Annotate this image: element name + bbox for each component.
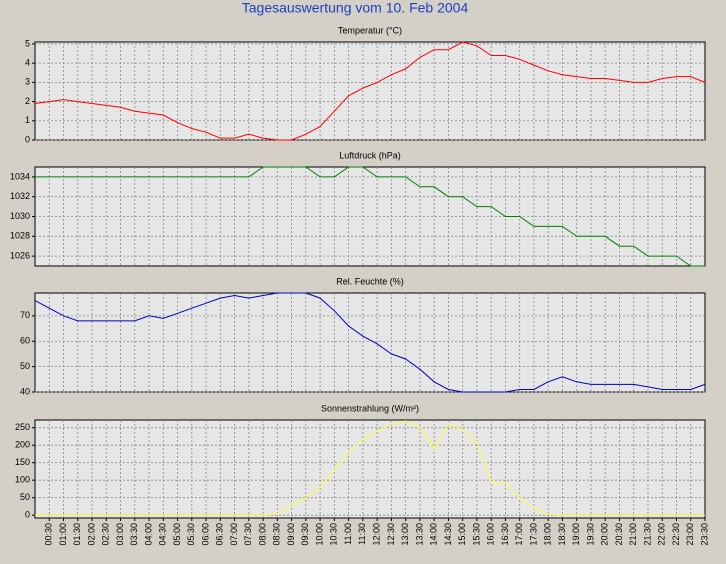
y-tick-label: 3 (25, 77, 30, 87)
x-tick-label: 06:00 (200, 523, 210, 546)
x-tick-label: 06:30 (215, 523, 225, 546)
plot-area (34, 419, 706, 519)
x-tick-label: 13:00 (400, 523, 410, 546)
y-tick-label: 100 (15, 475, 30, 485)
x-tick-label: 20:00 (600, 523, 610, 546)
series-line (35, 420, 705, 516)
x-tick-label: 13:30 (414, 523, 424, 546)
x-tick-label: 01:00 (58, 523, 68, 546)
x-tick-label: 05:00 (172, 523, 182, 546)
y-tick-label: 5 (25, 38, 30, 48)
x-tick-label: 08:00 (257, 523, 267, 546)
chart-title: Temperatur (°C) (338, 25, 402, 35)
y-tick-label: 0 (25, 134, 30, 144)
x-tick-label: 16:30 (500, 523, 510, 546)
chart-title: Luftdruck (hPa) (339, 150, 401, 160)
x-tick-label: 03:00 (115, 523, 125, 546)
x-tick-label: 01:30 (72, 523, 82, 546)
page-title: Tagesauswertung vom 10. Feb 2004 (242, 0, 469, 16)
x-tick-label: 02:30 (101, 523, 111, 546)
x-tick-label: 20:30 (614, 523, 624, 546)
x-tick-label: 12:00 (372, 523, 382, 546)
x-tick-label: 02:00 (86, 523, 96, 546)
plot-area (34, 166, 706, 267)
y-tick-label: 200 (15, 440, 30, 450)
x-tick-label: 17:30 (528, 523, 538, 546)
x-tick-label: 09:00 (286, 523, 296, 546)
x-tick-label: 22:00 (657, 523, 667, 546)
y-tick-label: 150 (15, 457, 30, 467)
series-line (34, 292, 706, 393)
x-tick-label: 11:30 (357, 523, 367, 545)
x-tick-label: 04:30 (158, 523, 168, 546)
x-tick-label: 14:30 (443, 523, 453, 546)
x-tick-label: 07:30 (243, 523, 253, 546)
y-tick-label: 0 (25, 510, 30, 520)
x-tick-label: 23:00 (685, 523, 695, 546)
x-tick-label: 11:00 (343, 523, 353, 545)
y-tick-label: 40 (20, 386, 30, 396)
chart-title: Rel. Feuchte (%) (336, 276, 404, 286)
x-tick-label: 07:00 (229, 523, 239, 546)
x-tick-label: 15:30 (471, 523, 481, 546)
y-tick-label: 4 (25, 58, 30, 68)
y-tick-label: 2 (25, 96, 30, 106)
y-tick-label: 1 (25, 115, 30, 125)
x-tick-label: 17:00 (514, 523, 524, 546)
y-tick-label: 250 (15, 422, 30, 432)
x-tick-label: 12:30 (386, 523, 396, 546)
plot-area (34, 292, 706, 393)
x-tick-label: 18:30 (557, 523, 567, 546)
chart-title: Sonnenstrahlung (W/m²) (321, 403, 419, 413)
x-tick-label: 09:30 (300, 523, 310, 546)
y-tick-label: 1030 (10, 211, 30, 221)
y-tick-label: 1026 (10, 250, 30, 260)
x-tick-label: 04:00 (143, 523, 153, 546)
y-tick-label: 1032 (10, 191, 30, 201)
y-tick-label: 50 (20, 361, 30, 371)
y-tick-label: 1034 (10, 171, 30, 181)
y-tick-label: 50 (20, 492, 30, 502)
series-line (34, 41, 706, 141)
x-tick-label: 21:30 (642, 523, 652, 546)
x-tick-label: 15:00 (457, 523, 467, 546)
x-tick-label: 19:30 (585, 523, 595, 546)
x-tick-label: 22:30 (671, 523, 681, 546)
x-tick-label: 05:30 (186, 523, 196, 546)
series-line (35, 166, 705, 267)
x-tick-label: 16:00 (486, 523, 496, 546)
x-tick-label: 00:30 (44, 523, 54, 546)
y-tick-label: 1028 (10, 231, 30, 241)
y-tick-label: 60 (20, 336, 30, 346)
x-tick-label: 23:30 (699, 523, 709, 546)
x-tick-label: 03:30 (129, 523, 139, 546)
x-tick-label: 21:00 (628, 523, 638, 546)
y-tick-label: 70 (20, 310, 30, 320)
x-tick-label: 10:00 (314, 523, 324, 546)
plot-area (34, 41, 706, 141)
x-tick-label: 18:00 (543, 523, 553, 546)
x-tick-label: 10:30 (329, 523, 339, 546)
x-tick-label: 14:00 (429, 523, 439, 546)
x-tick-label: 08:30 (272, 523, 282, 546)
x-tick-label: 19:00 (571, 523, 581, 546)
